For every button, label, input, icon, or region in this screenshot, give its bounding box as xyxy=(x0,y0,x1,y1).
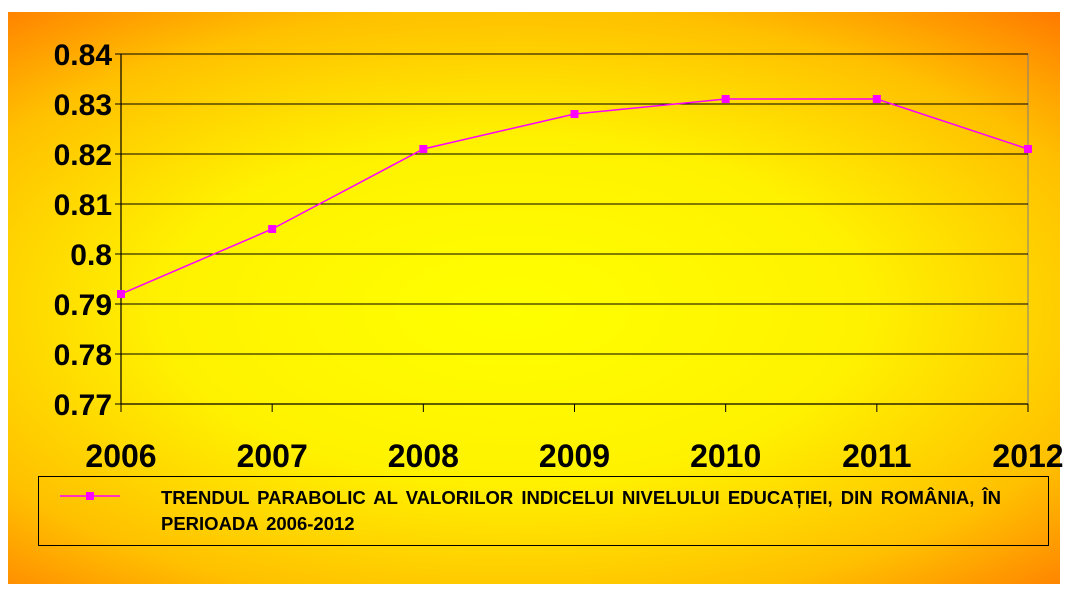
data-point-marker xyxy=(268,225,277,233)
y-axis-labels: 0.77 0.78 0.79 0.8 0.81 0.82 0.83 0.84 xyxy=(54,39,113,422)
y-tick-label: 0.78 xyxy=(54,339,112,372)
data-point-marker xyxy=(872,95,881,103)
y-tick-label: 0.77 xyxy=(54,389,112,422)
legend xyxy=(38,476,1049,546)
y-tick-label: 0.8 xyxy=(70,239,112,272)
x-tick-label: 2007 xyxy=(237,438,308,474)
series-line xyxy=(120,98,1029,295)
series-markers xyxy=(117,95,1032,298)
legend-marker-icon xyxy=(60,492,120,500)
chart-background xyxy=(8,12,1060,584)
data-point-marker xyxy=(1024,145,1032,153)
data-point-marker xyxy=(117,290,125,298)
data-point-marker xyxy=(419,145,428,153)
y-tick-label: 0.81 xyxy=(54,189,112,222)
x-tick-label: 2012 xyxy=(992,438,1063,474)
series-line-group xyxy=(120,98,1029,295)
axes xyxy=(120,54,1029,412)
y-tick-label: 0.84 xyxy=(54,39,113,72)
data-point-marker xyxy=(721,95,730,103)
y-tick-label: 0.79 xyxy=(54,289,112,322)
data-point-marker xyxy=(570,110,579,118)
x-tick-label: 2011 xyxy=(842,438,911,474)
x-tick-label: 2006 xyxy=(85,438,156,474)
x-tick-label: 2009 xyxy=(539,438,610,474)
gridlines xyxy=(115,53,1028,405)
plot-area xyxy=(120,53,1029,405)
y-tick-label: 0.83 xyxy=(54,89,112,122)
x-axis-labels: 2006 2007 2008 2009 2010 2011 2012 xyxy=(85,438,1063,474)
plot-border xyxy=(120,53,1029,405)
y-tick-label: 0.82 xyxy=(54,139,112,172)
legend-label: TRENDUL PARABOLIC AL VALORILOR INDICELUI… xyxy=(161,487,1001,534)
x-tick-label: 2010 xyxy=(690,438,761,474)
x-tick-label: 2008 xyxy=(388,438,459,474)
